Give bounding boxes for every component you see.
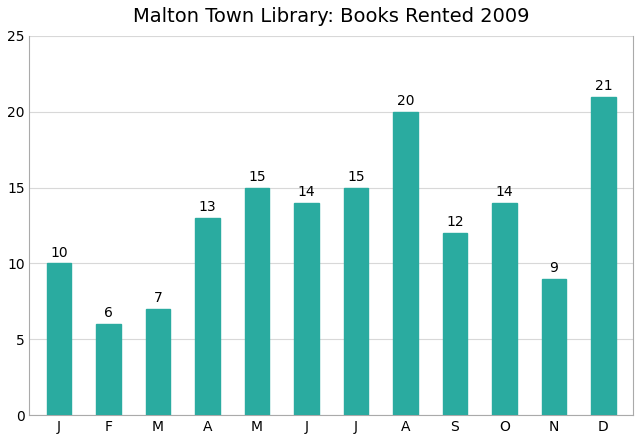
Text: 20: 20	[397, 94, 414, 108]
Bar	[541, 279, 566, 415]
Text: 15: 15	[248, 170, 266, 184]
Text: 7: 7	[154, 291, 163, 305]
Bar	[393, 112, 418, 415]
Text: 6: 6	[104, 306, 113, 320]
Bar	[195, 218, 220, 415]
Bar	[443, 233, 467, 415]
Bar	[47, 263, 72, 415]
Text: 21: 21	[595, 79, 612, 93]
Title: Malton Town Library: Books Rented 2009: Malton Town Library: Books Rented 2009	[133, 7, 529, 26]
Bar	[244, 187, 269, 415]
Text: 14: 14	[495, 185, 513, 199]
Bar	[492, 203, 516, 415]
Text: 10: 10	[51, 246, 68, 260]
Text: 13: 13	[199, 200, 216, 214]
Text: 9: 9	[550, 261, 558, 275]
Text: 15: 15	[347, 170, 365, 184]
Bar	[591, 97, 616, 415]
Text: 12: 12	[446, 215, 464, 229]
Bar	[146, 309, 170, 415]
Bar	[96, 324, 121, 415]
Bar	[344, 187, 369, 415]
Text: 14: 14	[298, 185, 316, 199]
Bar	[294, 203, 319, 415]
